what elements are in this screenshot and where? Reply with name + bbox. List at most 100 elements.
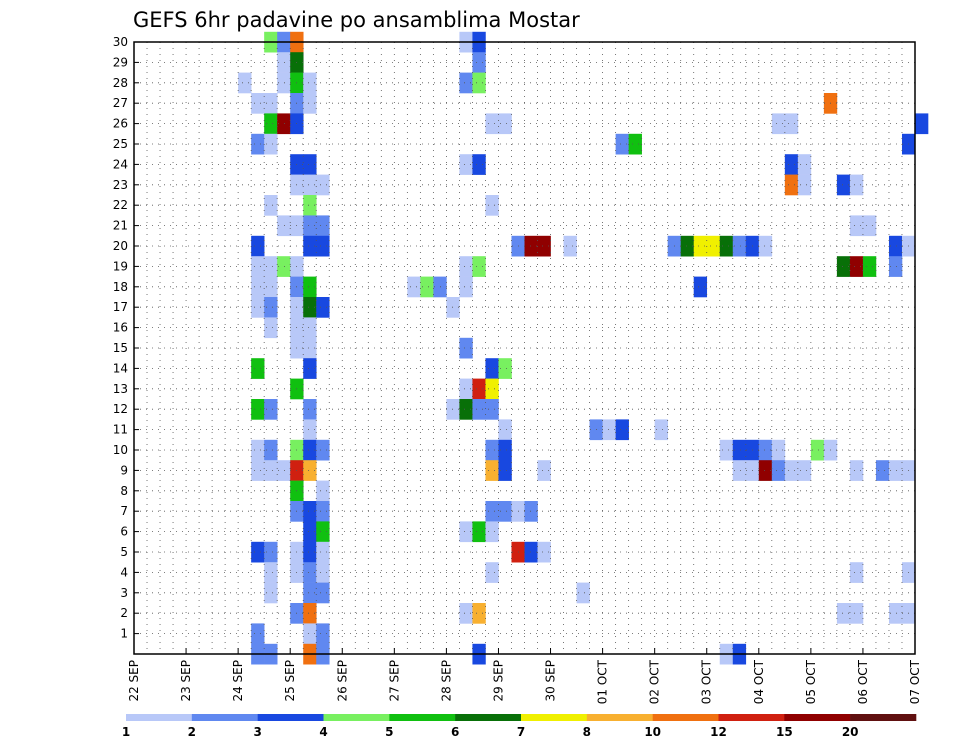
heatmap-cell [485, 562, 499, 583]
heatmap-cell [277, 52, 291, 73]
colorbar-swatch [389, 714, 456, 721]
heatmap-cell [680, 235, 695, 257]
heatmap-cell [576, 582, 590, 604]
heatmap-cell [303, 541, 317, 563]
heatmap-cell [758, 235, 773, 257]
heatmap-cell [459, 337, 473, 359]
colorbar-swatch [521, 714, 588, 721]
colorbar-swatch [257, 714, 324, 721]
x-tick-label: 01 OCT [596, 659, 610, 704]
heatmap-cell [277, 256, 291, 277]
colorbar-label: 8 [583, 725, 591, 739]
heatmap-cell [459, 399, 473, 420]
heatmap-cell [251, 133, 265, 155]
heatmap-cell [251, 93, 265, 114]
heatmap-cell [303, 215, 317, 237]
heatmap-cell [251, 460, 265, 481]
heatmap-cell [485, 501, 499, 522]
heatmap-cell [277, 460, 291, 481]
heatmap-cell [472, 256, 486, 277]
heatmap-cell [849, 174, 864, 196]
heatmap-cell [472, 603, 486, 624]
x-tick-label: 30 SEP [544, 660, 558, 702]
heatmap-cell [303, 623, 317, 645]
y-tick-label: 9 [120, 463, 128, 477]
heatmap-cell [303, 399, 317, 420]
colorbar-swatch [784, 714, 851, 721]
x-tick-label: 05 OCT [804, 659, 818, 704]
heatmap-cell [797, 154, 812, 175]
colorbar: 1 2 3 4 5 6 7 8 10 12 15 20 [122, 714, 917, 739]
heatmap-cell [264, 256, 278, 277]
x-tick-label: 28 SEP [439, 660, 453, 702]
heatmap-cell [888, 603, 903, 624]
heatmap-cell [446, 399, 460, 420]
heatmap-cell [264, 195, 278, 216]
heatmap-cell [563, 235, 577, 257]
heatmap-cell [303, 419, 317, 441]
heatmap-cell [836, 174, 851, 196]
y-tick-label: 11 [113, 423, 128, 437]
heatmap-cell [459, 72, 473, 94]
y-tick-label: 23 [113, 178, 128, 192]
colorbar-swatch [652, 714, 719, 721]
heatmap-cell [693, 276, 708, 298]
heatmap-cell [615, 133, 629, 155]
heatmap-cell [251, 623, 265, 645]
heatmap-cell [888, 235, 903, 257]
heatmap-cell [784, 174, 799, 196]
heatmap-cell [498, 501, 512, 522]
heatmap-cell [446, 297, 460, 318]
heatmap-cell [771, 460, 786, 481]
colorbar-label: 3 [253, 725, 261, 739]
chart-title: GEFS 6hr padavine po ansamblima Mostar [133, 8, 580, 32]
heatmap-cell [264, 93, 278, 114]
heatmap-cell [459, 256, 473, 277]
heatmap-cell [537, 460, 551, 481]
heatmap-cell [264, 276, 278, 298]
heatmap-cell [524, 541, 538, 563]
heatmap-cell [654, 419, 668, 441]
heatmap-cell [316, 297, 330, 318]
heatmap-cell [849, 603, 864, 624]
heatmap-cell [862, 215, 877, 237]
x-tick-label: 03 OCT [700, 659, 714, 704]
colorbar-label: 7 [517, 725, 525, 739]
heatmap-cell [303, 235, 317, 257]
heatmap-cell [498, 460, 512, 481]
heatmap-cells [238, 31, 929, 665]
heatmap-cell [264, 133, 278, 155]
heatmap-cell [303, 562, 317, 583]
heatmap-cell [472, 399, 486, 420]
heatmap-cell [459, 521, 473, 543]
heatmap-cell [264, 439, 278, 461]
heatmap-cell [251, 358, 265, 379]
colorbar-swatch [455, 714, 522, 721]
heatmap-cell [264, 113, 278, 135]
heatmap-cell [316, 521, 330, 543]
heatmap-cell [316, 623, 330, 645]
x-tick-label: 27 SEP [387, 660, 401, 702]
y-tick-label: 29 [113, 55, 128, 69]
heatmap-cell [732, 460, 747, 481]
heatmap-cell [537, 541, 551, 563]
heatmap-cell [303, 521, 317, 543]
heatmap-cell [602, 419, 616, 441]
heatmap-cell [485, 113, 499, 135]
heatmap-cell [459, 154, 473, 175]
colorbar-swatch [191, 714, 258, 721]
heatmap-cell [316, 480, 330, 502]
heatmap-cell [264, 399, 278, 420]
colorbar-label: 10 [644, 725, 661, 739]
heatmap-cell [524, 235, 538, 257]
heatmap-cell [264, 582, 278, 604]
y-tick-label: 22 [113, 198, 128, 212]
heatmap-cell [303, 317, 317, 339]
y-tick-label: 3 [120, 586, 128, 600]
heatmap-cell [693, 235, 708, 257]
colorbar-label: 4 [319, 725, 327, 739]
y-tick-label: 19 [113, 259, 128, 273]
heatmap-cell [862, 256, 877, 277]
heatmap-cell [251, 297, 265, 318]
x-tick-label: 25 SEP [283, 660, 297, 702]
